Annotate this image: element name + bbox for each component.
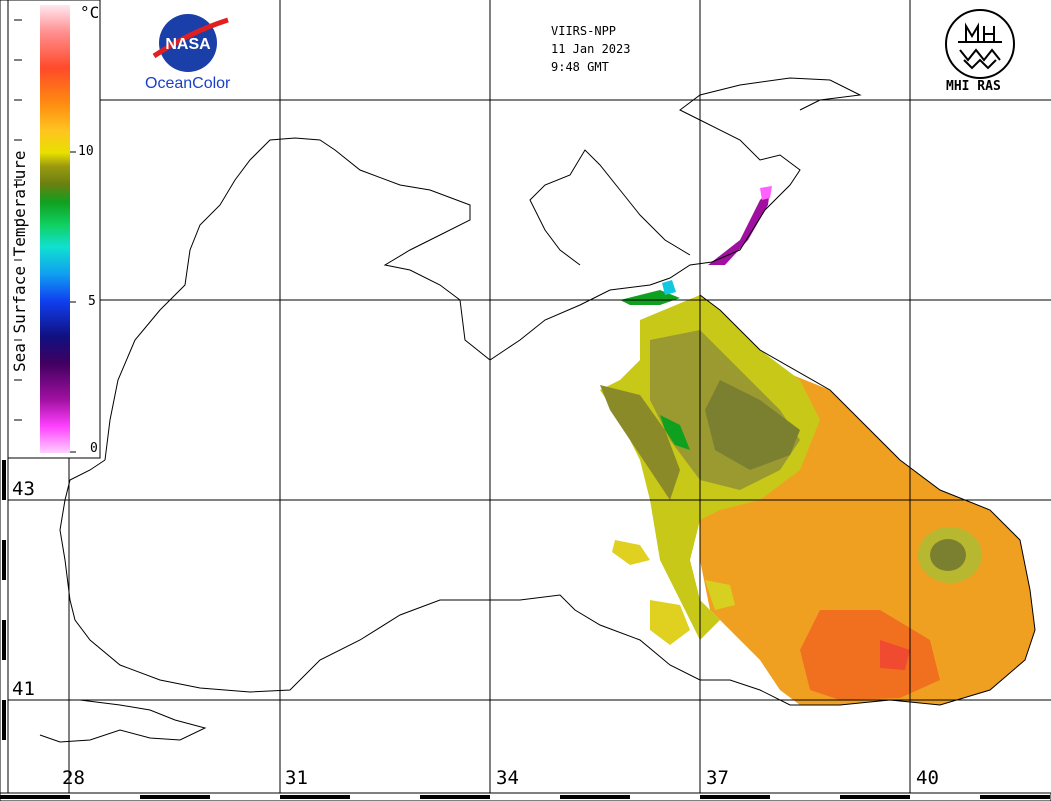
lon-label-40: 40 [916, 767, 939, 789]
lon-label-34: 34 [496, 767, 519, 789]
colorbar-side-ticks [14, 19, 22, 421]
colorbar-unit: °C [80, 3, 100, 22]
time-label: 9:48 GMT [551, 60, 609, 74]
lat-label-41: 41 [12, 678, 35, 700]
lon-label-28: 28 [62, 767, 85, 789]
date-label: 11 Jan 2023 [551, 42, 631, 56]
lat-label-43: 43 [12, 478, 35, 500]
colorbar-tick-5: 5 [88, 294, 96, 309]
colorbar-tick-0: 0 [90, 441, 98, 456]
lon-label-37: 37 [706, 767, 729, 789]
mhi-ras-logo [945, 9, 1015, 79]
oceancolor-caption: OceanColor [145, 75, 231, 92]
svg-text:NASA: NASA [165, 36, 211, 53]
mhi-ras-caption: MHI RAS [946, 79, 1001, 94]
sst-field [600, 186, 1035, 705]
colorbar-tick-10: 10 [78, 144, 94, 159]
colorbar-title: Sea Surface Temperature [10, 150, 29, 372]
nasa-logo: NASA [152, 14, 229, 72]
coastline [39, 77, 1036, 743]
colorbar-tick-marks [70, 151, 76, 453]
image-info: VIIRS-NPP 11 Jan 2023 9:48 GMT [551, 22, 630, 76]
lon-label-31: 31 [285, 767, 308, 789]
sensor-label: VIIRS-NPP [551, 24, 617, 38]
colorbar [40, 5, 70, 453]
